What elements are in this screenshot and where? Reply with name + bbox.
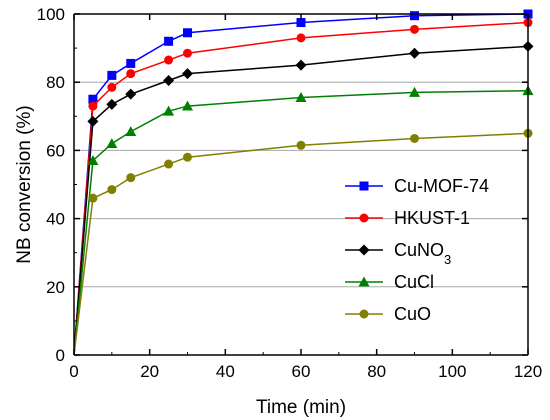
legend-marker — [359, 213, 369, 223]
x-tick-label: 40 — [216, 362, 235, 381]
legend-entry: HKUST-1 — [345, 208, 470, 228]
x-axis-title: Time (min) — [256, 397, 346, 418]
data-point — [410, 24, 419, 34]
legend-label: CuO — [394, 304, 431, 324]
data-point — [183, 48, 192, 58]
legend-label: CuNO3 — [394, 240, 451, 267]
data-point — [164, 159, 174, 169]
data-point — [410, 133, 419, 143]
x-tick-label: 80 — [367, 362, 386, 381]
y-tick-label: 100 — [37, 5, 65, 24]
legend-label-subscript: 3 — [444, 252, 451, 267]
legend-label: CuCl — [394, 272, 434, 292]
legend-entry: Cu-MOF-74 — [345, 176, 489, 196]
data-point — [88, 94, 98, 104]
data-point — [106, 138, 118, 148]
x-tick-label: 120 — [514, 362, 542, 381]
data-point — [164, 36, 174, 46]
legend-entry: CuCl — [345, 272, 434, 292]
legend-entry: CuO — [345, 304, 431, 324]
x-tick-label: 100 — [438, 362, 466, 381]
data-point — [295, 92, 307, 102]
y-tick-label: 0 — [56, 346, 65, 365]
legend-label: HKUST-1 — [394, 208, 470, 228]
data-point — [409, 47, 420, 59]
data-point — [163, 74, 175, 86]
data-point — [125, 126, 137, 137]
data-point — [296, 33, 306, 43]
x-tick-label: 20 — [140, 362, 159, 381]
data-point — [107, 185, 117, 195]
y-tick-label: 40 — [46, 210, 65, 229]
legend-marker — [358, 276, 370, 287]
data-point — [125, 88, 137, 100]
legend-marker — [359, 181, 369, 191]
legend: Cu-MOF-74 HKUST-1 CuNO3 CuCl CuO — [345, 176, 489, 324]
y-axis-title: NB conversion (%) — [14, 105, 35, 263]
x-tick-label: 60 — [292, 362, 311, 381]
series-cuo — [73, 128, 533, 356]
data-point — [295, 59, 307, 71]
data-point — [106, 98, 118, 110]
legend-marker — [359, 309, 369, 319]
data-point — [88, 101, 98, 111]
y-tick-label: 60 — [46, 141, 65, 160]
series-cuno3 — [73, 40, 534, 356]
data-point — [163, 105, 175, 116]
data-point — [107, 70, 117, 80]
data-point — [296, 18, 306, 28]
data-point — [126, 58, 136, 68]
y-tick-label: 20 — [46, 278, 65, 297]
series-line — [73, 132, 529, 356]
data-point — [87, 155, 99, 166]
data-point — [182, 68, 193, 80]
data-point — [107, 82, 117, 92]
gridlines — [74, 81, 528, 288]
x-tick-label: 0 — [69, 362, 78, 381]
series-hkust-1 — [73, 18, 533, 356]
data-point — [409, 86, 420, 97]
data-point — [88, 193, 98, 203]
y-tick-label: 80 — [46, 73, 65, 92]
data-point — [296, 140, 306, 150]
data-point — [183, 152, 192, 162]
data-point — [182, 100, 193, 111]
data-point — [164, 55, 174, 65]
legend-label: Cu-MOF-74 — [394, 176, 489, 196]
data-point — [87, 115, 99, 127]
legend-marker — [358, 244, 370, 256]
legend-entry: CuNO3 — [345, 240, 451, 267]
data-point — [183, 28, 192, 38]
series-layer — [73, 9, 534, 356]
axes: 0 20 40 60 80 100 0 20 40 60 80 100 120 Time (min) NB … — [14, 5, 542, 418]
data-point — [126, 173, 136, 183]
series-cucl — [73, 85, 534, 356]
data-point — [126, 69, 136, 79]
data-point — [410, 11, 419, 21]
